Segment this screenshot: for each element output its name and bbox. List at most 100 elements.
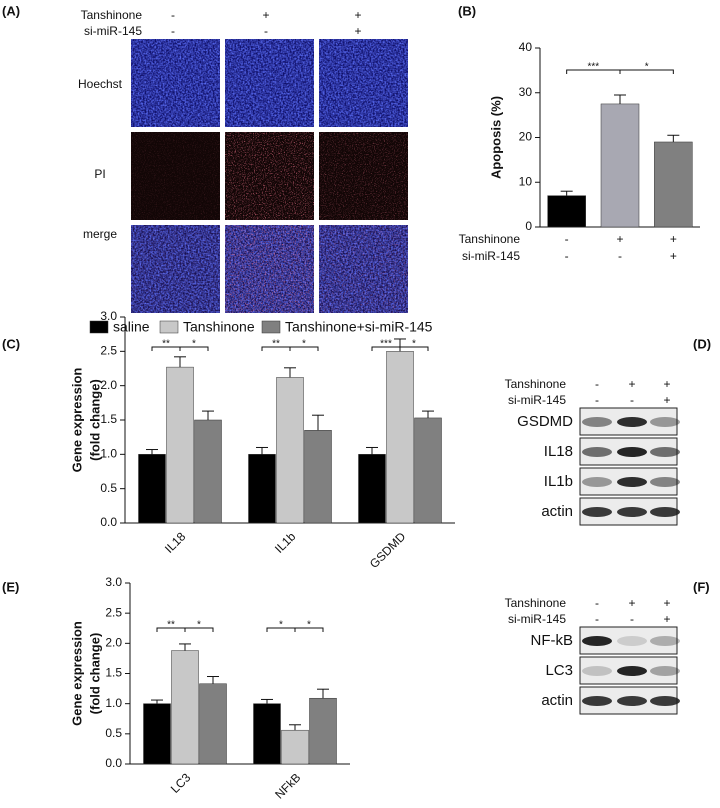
condition-mark: + <box>262 8 269 22</box>
significance-bracket <box>179 346 209 351</box>
y-tick-label: 3.0 <box>105 575 122 589</box>
y-tick-label: 0.0 <box>100 515 117 529</box>
blot-band <box>582 696 612 706</box>
micrograph-red <box>225 225 314 313</box>
significance-label: *** <box>380 339 392 350</box>
error-bar <box>207 676 219 684</box>
y-tick-label: 1.5 <box>105 666 122 680</box>
y-axis-label: (fold change) <box>87 379 102 461</box>
y-tick-label: 2.0 <box>100 378 117 392</box>
y-tick-label: 3.0 <box>100 309 117 323</box>
error-bar <box>151 699 163 704</box>
bar <box>194 419 222 524</box>
bar <box>199 683 227 765</box>
band-label: IL18 <box>544 443 573 460</box>
bar <box>276 377 304 524</box>
condition-mark: - <box>171 24 175 38</box>
condition-mark: + <box>354 8 361 22</box>
row-label: Hoechst <box>78 77 123 91</box>
blot-band <box>650 477 680 487</box>
bar <box>171 650 199 765</box>
y-tick-label: 0.5 <box>105 726 122 740</box>
error-bar <box>174 356 186 368</box>
significance-label: ** <box>167 620 175 631</box>
condition-mark: + <box>663 596 670 610</box>
y-axis-label: (fold change) <box>87 633 102 715</box>
condition-name: si-miR-145 <box>462 249 520 263</box>
significance-label: * <box>279 620 283 631</box>
blot-band <box>582 666 612 676</box>
micrograph-red <box>131 225 220 313</box>
error-bar <box>256 446 268 455</box>
condition-name: Tanshinone <box>459 232 521 246</box>
y-tick-label: 2.5 <box>105 605 122 619</box>
blot-band <box>617 696 647 706</box>
condition-name: si-miR-145 <box>84 24 142 38</box>
significance-label: ** <box>272 339 280 350</box>
legend-label: Tanshinone+si-miR-145 <box>285 319 433 335</box>
y-axis-label: Gene expression <box>69 621 84 726</box>
condition-mark: - <box>565 232 569 246</box>
blot-band <box>617 666 647 676</box>
bar <box>386 351 414 524</box>
x-tick-label: NFkB <box>272 770 303 801</box>
condition-mark: - <box>630 612 634 626</box>
blot-band <box>582 636 612 646</box>
significance-bracket <box>289 346 319 351</box>
error-bar <box>146 449 158 455</box>
micrograph-red <box>319 132 408 220</box>
micrograph-red <box>225 132 314 220</box>
panel-label: (A) <box>2 3 20 18</box>
condition-name: Tanshinone <box>81 8 143 22</box>
error-bar <box>560 190 573 196</box>
y-tick-label: 2.5 <box>100 344 117 358</box>
bar <box>248 454 276 524</box>
band-label: GSDMD <box>517 413 573 430</box>
error-bar <box>317 688 329 699</box>
error-bar <box>312 414 324 431</box>
row-label: merge <box>83 227 117 241</box>
blot-band <box>617 447 647 457</box>
row-label: PI <box>94 167 105 181</box>
condition-name: si-miR-145 <box>508 393 566 407</box>
significance-label: * <box>412 339 416 350</box>
band-label: actin <box>541 503 573 520</box>
blot-band <box>650 666 680 676</box>
y-tick-label: 30 <box>519 85 533 99</box>
significance-label: * <box>307 620 311 631</box>
micrograph-red <box>319 225 408 313</box>
y-tick-label: 2.0 <box>105 636 122 650</box>
error-bar <box>289 724 301 731</box>
condition-mark: - <box>171 8 175 22</box>
y-axis-label: Apoposis (%) <box>488 96 503 179</box>
bar <box>547 195 586 228</box>
y-tick-label: 0.0 <box>105 756 122 770</box>
y-tick-label: 1.0 <box>100 447 117 461</box>
blot-band <box>650 507 680 517</box>
significance-bracket <box>619 69 674 74</box>
y-tick-label: 20 <box>519 130 533 144</box>
condition-mark: + <box>354 24 361 38</box>
blot-band <box>650 447 680 457</box>
condition-mark: - <box>630 393 634 407</box>
bar <box>138 454 166 524</box>
significance-bracket <box>184 627 214 632</box>
blot-band <box>617 477 647 487</box>
blot-band <box>582 447 612 457</box>
blot-band <box>650 696 680 706</box>
legend-label: saline <box>113 319 150 335</box>
significance-label: * <box>302 339 306 350</box>
blot-band <box>582 477 612 487</box>
panel-label: (B) <box>458 3 476 18</box>
condition-mark: + <box>616 232 623 246</box>
condition-mark: + <box>628 596 635 610</box>
blot-band <box>617 636 647 646</box>
significance-label: * <box>197 620 201 631</box>
condition-name: si-miR-145 <box>508 612 566 626</box>
condition-mark: + <box>670 249 677 263</box>
legend-label: Tanshinone <box>183 319 255 335</box>
panel-label: (F) <box>693 579 710 594</box>
condition-mark: + <box>663 612 670 626</box>
condition-mark: + <box>663 393 670 407</box>
